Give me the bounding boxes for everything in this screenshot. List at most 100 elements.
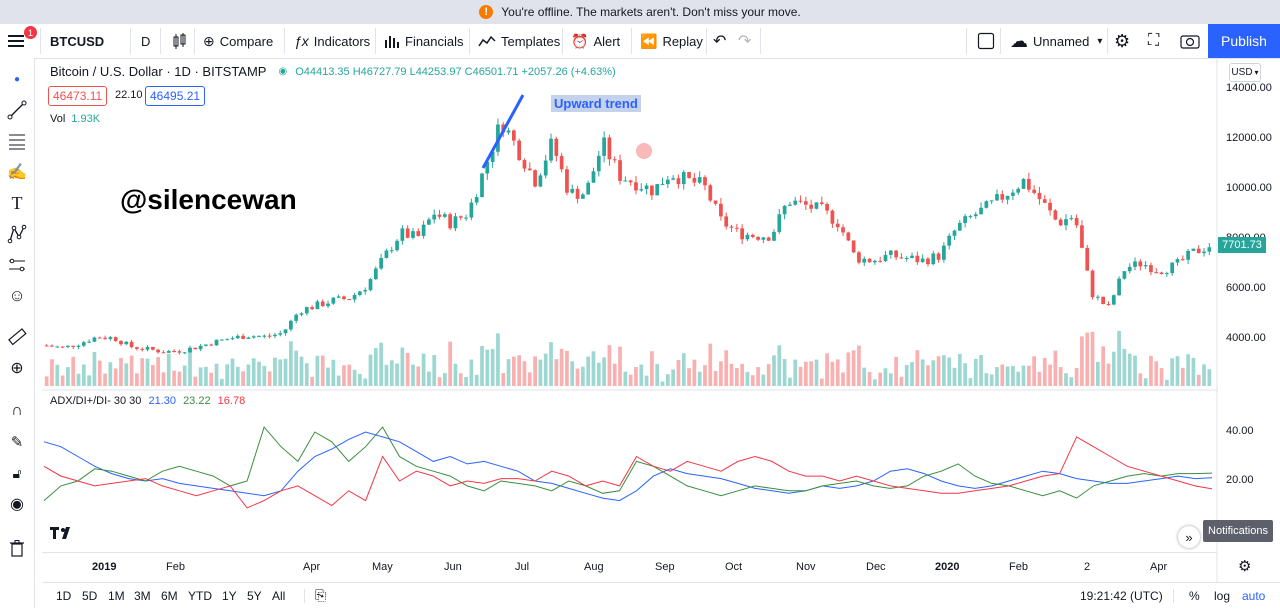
undo-button[interactable]: ↶: [713, 24, 726, 58]
range-all[interactable]: All: [272, 589, 286, 603]
icons-tool[interactable]: ☺: [0, 283, 34, 309]
volume-bar: [331, 359, 336, 386]
candle-body: [729, 226, 734, 228]
tradingview-logo[interactable]: [50, 525, 76, 547]
redo-button[interactable]: ↷: [738, 24, 751, 58]
volume-bar: [416, 366, 421, 386]
financials-button[interactable]: Financials: [384, 24, 464, 58]
settings-button[interactable]: ⚙: [1114, 24, 1130, 58]
volume-bar: [87, 375, 91, 386]
volume-bar: [1021, 365, 1026, 386]
trend-annotation[interactable]: Upward trend: [551, 95, 641, 112]
magnet-tool[interactable]: ∩: [0, 398, 34, 424]
clock-time[interactable]: 19:21:42 (UTC): [1080, 589, 1163, 603]
trend-line[interactable]: [481, 94, 525, 169]
volume-bar: [1202, 364, 1206, 386]
replay-button[interactable]: ⏪ Replay: [640, 24, 703, 58]
range-1y[interactable]: 1Y: [222, 589, 237, 603]
candle-body: [1180, 259, 1185, 261]
tradingview-logo-icon: [50, 527, 70, 539]
chart-style-button[interactable]: [171, 24, 187, 58]
candle-body: [358, 291, 362, 295]
candle-body: [496, 124, 500, 152]
fullscreen-button[interactable]: ⛶: [1148, 24, 1159, 58]
volume-bar: [257, 361, 261, 386]
sell-price[interactable]: 46473.11: [48, 86, 108, 106]
volume-bar: [474, 374, 479, 386]
trendline-tool[interactable]: [0, 97, 34, 123]
volume-bar: [1080, 336, 1084, 386]
candles-icon: [173, 33, 186, 49]
fullscreen-toggle-button[interactable]: [977, 24, 995, 58]
log-toggle[interactable]: log: [1214, 589, 1231, 603]
candle-body: [719, 203, 723, 217]
remove-tool[interactable]: [0, 535, 34, 561]
menu-button[interactable]: [6, 24, 26, 58]
publish-button[interactable]: Publish: [1208, 24, 1280, 58]
volume-bar: [873, 379, 877, 386]
range-6m[interactable]: 6M: [161, 589, 178, 603]
currency-selector[interactable]: USD ▾: [1229, 63, 1261, 82]
buy-price[interactable]: 46495.21: [145, 86, 206, 106]
volume-bar: [352, 369, 357, 386]
candle-body: [506, 130, 511, 133]
candle-body: [745, 234, 750, 240]
percent-toggle[interactable]: %: [1189, 589, 1200, 603]
stay-drawing-tool[interactable]: ✎: [0, 429, 34, 455]
range-3m[interactable]: 3M: [134, 589, 151, 603]
range-5y[interactable]: 5Y: [247, 589, 262, 603]
prediction-tool[interactable]: [0, 252, 34, 278]
price-tick: 14000.00: [1226, 82, 1272, 94]
candle-body: [623, 180, 628, 182]
indicators-button[interactable]: ƒx Indicators: [294, 24, 370, 58]
fib-tool[interactable]: [0, 128, 34, 154]
scroll-to-realtime-button[interactable]: »: [1178, 526, 1200, 548]
candle-body: [113, 337, 118, 342]
alert-button[interactable]: ⏰ Alert: [571, 24, 620, 58]
volume-bar: [1042, 357, 1047, 386]
cursor-tool[interactable]: ●: [0, 66, 34, 92]
axis-settings-button[interactable]: ⚙: [1238, 557, 1251, 575]
text-tool[interactable]: T: [0, 190, 34, 216]
candle-body: [1037, 192, 1042, 200]
candle-body: [1021, 178, 1026, 189]
symbol-search-button[interactable]: BTCUSD: [50, 33, 105, 49]
volume-bar: [692, 359, 697, 386]
pattern-tool[interactable]: [0, 221, 34, 247]
measure-tool[interactable]: [0, 324, 34, 350]
interval-button[interactable]: D: [141, 33, 151, 49]
candle-body: [289, 320, 293, 330]
candle-body: [315, 301, 320, 310]
volume-bar: [713, 370, 718, 386]
range-5d[interactable]: 5D: [82, 589, 98, 603]
menu-icon: [8, 35, 24, 47]
range-1d[interactable]: 1D: [56, 589, 72, 603]
volume-bar: [66, 367, 70, 386]
templates-button[interactable]: Templates: [478, 24, 560, 58]
volume-bar: [1101, 346, 1106, 386]
time-tick: 2020: [935, 561, 960, 573]
volume-bar: [97, 360, 102, 386]
candle-body: [219, 339, 224, 341]
candle-body: [188, 347, 192, 353]
calendar-icon: ⎘: [315, 587, 327, 603]
zoom-tool[interactable]: ⊕: [0, 355, 34, 381]
auto-toggle[interactable]: auto: [1242, 589, 1266, 603]
divider: [706, 28, 707, 54]
goto-date-button[interactable]: ⎘: [315, 587, 326, 604]
volume-bar: [358, 374, 362, 386]
range-1m[interactable]: 1M: [108, 589, 125, 603]
layout-button[interactable]: ☁ Unnamed ▾: [1010, 24, 1102, 58]
lock-tool[interactable]: 🔓︎: [0, 460, 34, 486]
volume-bar: [453, 363, 458, 386]
hide-tool[interactable]: ◉: [0, 491, 34, 517]
range-ytd[interactable]: YTD: [188, 589, 212, 603]
volume-bar: [310, 376, 314, 386]
brush-tool[interactable]: ✍: [0, 159, 34, 185]
currency-label: USD: [1231, 67, 1253, 78]
notifications-button[interactable]: Notifications: [1203, 520, 1273, 542]
compare-button[interactable]: ⊕ Compare: [203, 24, 273, 58]
candle-body: [926, 258, 930, 265]
candle-body: [166, 350, 171, 353]
snapshot-button[interactable]: [1180, 24, 1200, 58]
